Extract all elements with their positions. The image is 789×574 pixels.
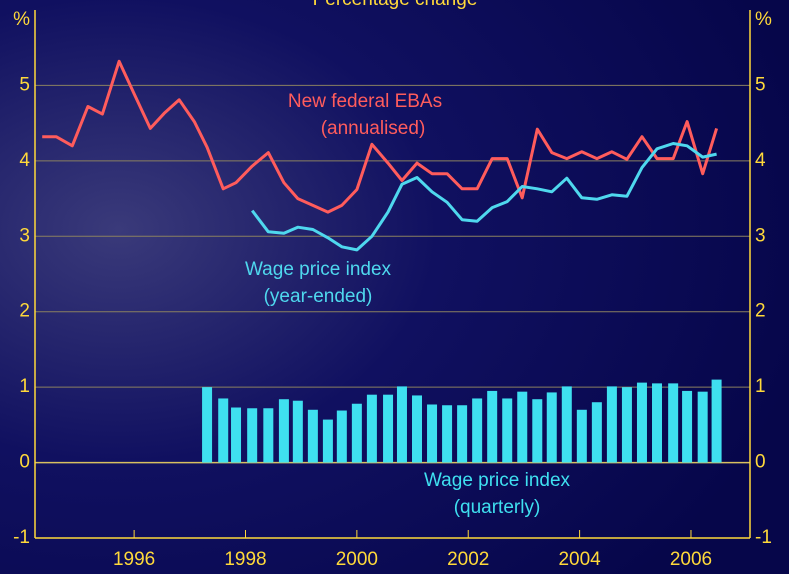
x-tick-label: 2004 [558, 549, 601, 570]
annotation-sub: (year-ended) [264, 286, 373, 307]
bar [636, 382, 647, 463]
y-tick-label-right: 5 [755, 74, 766, 95]
x-tick-label: 1998 [224, 549, 266, 570]
bar [396, 386, 407, 463]
y-tick-label: 2 [19, 301, 30, 322]
bar [263, 408, 274, 463]
bar [517, 391, 528, 463]
bar [502, 398, 513, 463]
bar [412, 395, 423, 463]
bar [457, 405, 468, 463]
bar [351, 403, 362, 463]
bar [546, 392, 557, 463]
bar [711, 379, 722, 463]
bar [231, 407, 242, 463]
bar [427, 404, 438, 463]
annotation: Wage price index [245, 259, 392, 280]
bar [366, 394, 377, 463]
y-tick-label: 3 [19, 225, 30, 246]
x-tick-label: 2006 [670, 549, 712, 570]
bar [532, 399, 543, 463]
x-tick-label: 2002 [447, 549, 489, 570]
bar [621, 387, 632, 463]
y-tick-label-right: 1 [755, 376, 766, 397]
y-tick-label-right: 2 [755, 301, 766, 322]
y-tick-label-right: 3 [755, 225, 766, 246]
y-tick-label-right: % [755, 9, 772, 30]
bar [322, 419, 333, 463]
bar [591, 402, 602, 463]
annotation: Wage price index [424, 470, 571, 491]
bar [336, 410, 347, 463]
x-tick-label: 2000 [336, 549, 378, 570]
y-tick-label-right: 0 [755, 452, 766, 473]
y-tick-label: -1 [13, 527, 30, 548]
bar [278, 399, 289, 463]
bar [218, 398, 229, 463]
bar [383, 394, 394, 463]
line [251, 142, 717, 252]
bar [487, 390, 498, 463]
bar [561, 386, 572, 463]
bar [652, 383, 663, 463]
bar [442, 405, 453, 463]
bar [292, 400, 303, 463]
y-tick-label: 0 [19, 452, 30, 473]
bar [247, 408, 258, 463]
y-tick-label-right: 4 [755, 150, 766, 171]
x-tick-label: 1996 [113, 549, 155, 570]
bar [668, 383, 679, 463]
bar [202, 387, 213, 463]
line [42, 59, 719, 214]
chart-title: Percentage change [313, 0, 478, 10]
bar [472, 398, 483, 463]
annotation: New federal EBAs [288, 91, 442, 112]
bar [682, 390, 693, 463]
bar [697, 391, 708, 463]
y-tick-label: 5 [19, 74, 30, 95]
y-tick-label: 4 [19, 150, 30, 171]
bar [606, 386, 617, 463]
y-tick-label: % [13, 9, 30, 30]
annotation-sub: (quarterly) [454, 497, 541, 518]
y-tick-label-right: -1 [755, 527, 772, 548]
bar [307, 409, 318, 463]
annotation-sub: (annualised) [321, 118, 426, 139]
y-tick-label: 1 [19, 376, 30, 397]
bar [576, 409, 587, 463]
